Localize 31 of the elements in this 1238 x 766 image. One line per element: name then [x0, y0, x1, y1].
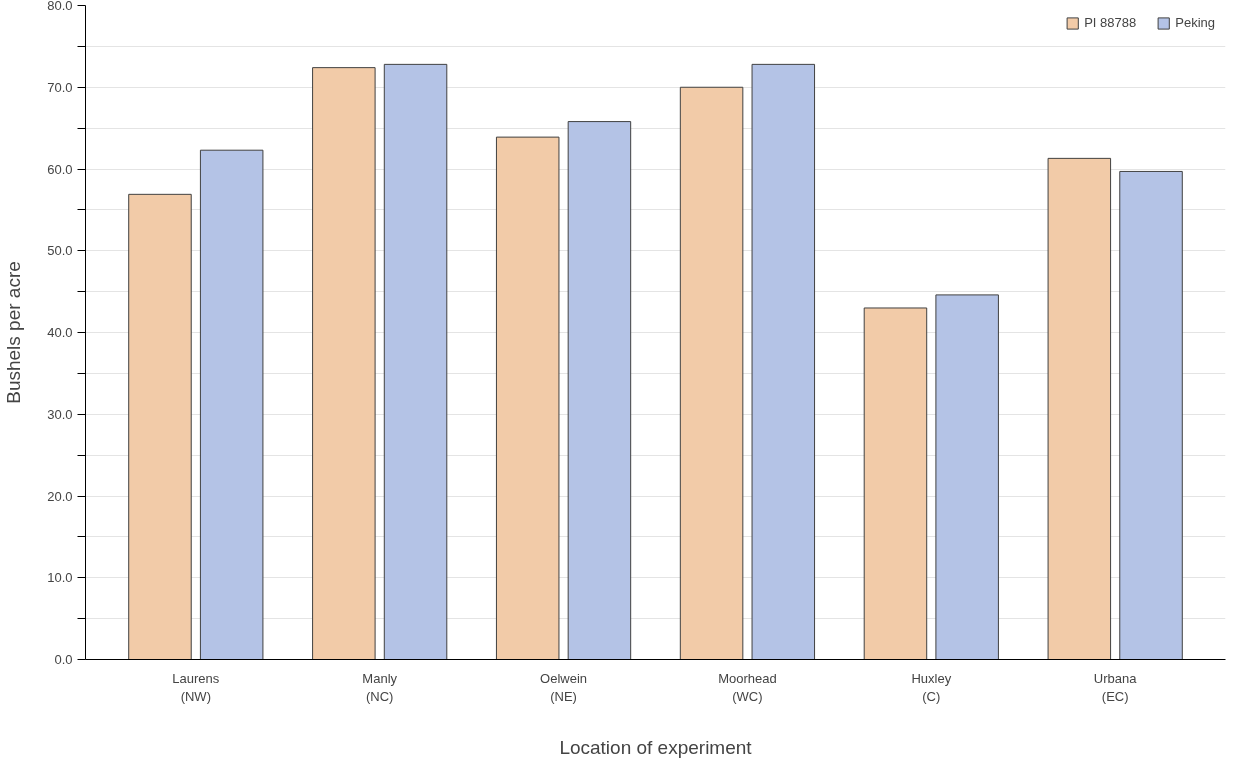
- bar: [1119, 170, 1183, 660]
- y-tick-label: 60.0: [47, 161, 73, 177]
- bar: [751, 63, 816, 660]
- y-tick-label: 20.0: [47, 488, 73, 504]
- bar: [567, 121, 632, 660]
- legend-label: Peking: [1175, 15, 1215, 30]
- x-tick-label: Moorhead (WC): [718, 670, 777, 704]
- bar: [495, 136, 560, 660]
- y-tick-label: 80.0: [47, 0, 73, 13]
- x-tick-label: Urbana (EC): [1093, 670, 1138, 704]
- x-tick-label: Oelwein (NE): [540, 670, 588, 704]
- x-tick-label: Laurens (NW): [172, 670, 220, 704]
- bar: [128, 193, 192, 660]
- y-tick-label: 10.0: [47, 570, 73, 586]
- y-axis-title: Bushels per acre: [3, 261, 25, 404]
- y-tick-label: 30.0: [47, 406, 73, 422]
- bar: [1047, 157, 1112, 660]
- legend-label: PI 88788: [1084, 15, 1137, 30]
- x-tick-label: Manly (NC): [362, 670, 398, 704]
- x-axis-title: Location of experiment: [559, 736, 753, 758]
- x-tick-label: Huxley (C): [911, 670, 952, 704]
- bar: [679, 86, 744, 660]
- bar: [199, 149, 264, 660]
- bar: [863, 307, 928, 660]
- bar: [935, 294, 999, 660]
- y-tick-label: 40.0: [47, 325, 73, 340]
- y-tick-label: 70.0: [47, 79, 73, 95]
- bar: [312, 67, 376, 660]
- bar: [383, 63, 448, 660]
- y-tick-label: 50.0: [47, 243, 73, 259]
- y-tick-label: 0.0: [54, 652, 73, 667]
